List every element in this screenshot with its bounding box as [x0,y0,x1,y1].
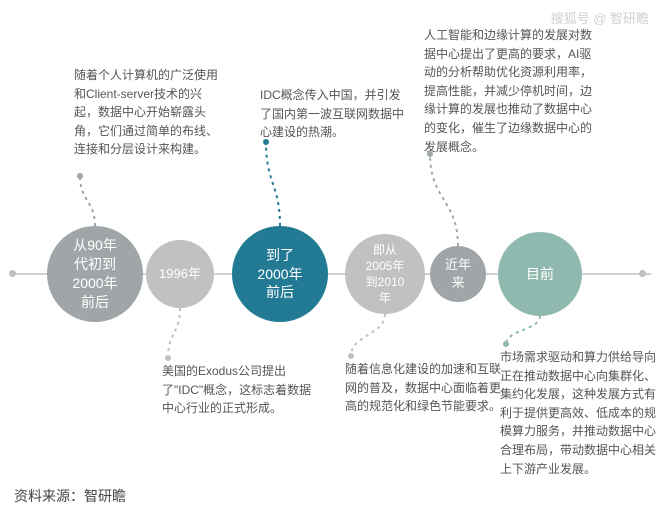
timeline-node-n5: 近年 来 [430,246,486,302]
timeline-node-n2: 1996年 [146,240,214,308]
node-label: 从90年 代初到 2000年 前后 [68,236,121,312]
timeline-node-n4: 即从 2005年 到2010 年 [345,234,425,314]
timeline-node-n1: 从90年 代初到 2000年 前后 [47,226,143,322]
source-text: 资料来源：智研瞻 [14,486,126,506]
node-label: 近年 来 [441,256,475,291]
node-label: 目前 [522,265,558,284]
node-label: 1996年 [155,265,205,283]
timeline-desc-d1: 随着个人计算机的广泛使用和Client-server技术的兴起，数据中心开始崭露… [74,66,224,159]
timeline-infographic: 搜狐号 @ 智研瞻 从90年 代初到 2000年 前后 1996年 到了 2000年… [0,0,661,516]
timeline-node-n6: 目前 [498,232,582,316]
timeline-desc-d3: IDC概念传入中国，并引发了国内第一波互联网数据中心建设的热潮。 [260,86,410,142]
node-label: 到了 2000年 前后 [253,246,306,303]
timeline-desc-d2: 美国的Exodus公司提出了"IDC"概念，这标志着数据中心行业的正式形成。 [162,362,312,418]
timeline-node-n3: 到了 2000年 前后 [232,226,328,322]
timeline-desc-d5: 人工智能和边缘计算的发展对数据中心提出了更高的要求，AI驱动的分析帮助优化资源利… [424,26,594,156]
timeline-desc-d4: 随着信息化建设的加速和互联网的普及，数据中心面临着更高的规范化和绿色节能要求。 [345,360,505,416]
axis-end-dot [639,270,646,277]
watermark-text: 搜狐号 @ 智研瞻 [551,8,649,27]
axis-end-dot [9,270,16,277]
node-label: 即从 2005年 到2010 年 [362,242,409,307]
timeline-desc-d6: 市场需求驱动和算力供给导向正在推动数据中心向集群化、集约化发展，这种发展方式有利… [500,348,660,478]
